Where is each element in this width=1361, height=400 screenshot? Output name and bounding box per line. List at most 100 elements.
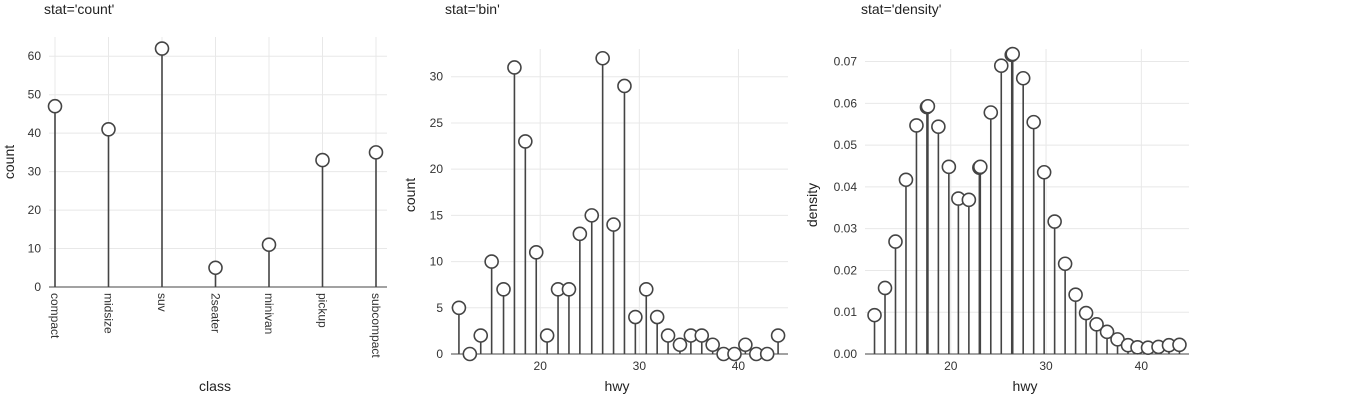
lollipop-marker	[877, 280, 893, 296]
lollipop-marker	[528, 245, 544, 260]
lollipop-marker	[451, 300, 467, 316]
x-tick-label: 2seater	[209, 293, 223, 333]
x-tick-label: compact	[48, 293, 62, 339]
gridlines	[865, 49, 1189, 355]
panel-title: stat='density'	[861, 1, 941, 17]
lollipop-marker	[315, 152, 330, 168]
lollipop-marker	[867, 307, 882, 323]
y-tick-label: 0.04	[834, 180, 858, 194]
y-tick-label: 40	[28, 126, 42, 140]
y-tick-label: 0	[34, 280, 41, 294]
lollipop-marker	[1026, 114, 1041, 130]
lollipop-marker	[738, 337, 753, 353]
y-tick-label: 10	[28, 242, 42, 256]
lollipop-marker	[518, 134, 533, 149]
x-tick-label: 20	[944, 359, 958, 373]
lollipop-marker	[208, 260, 223, 276]
panel-count: stat='count' class count 0 10 20 30 40 50 60 co…	[1, 1, 387, 394]
lollipop-marker	[931, 119, 946, 135]
lollipop-marker	[694, 328, 710, 343]
lollipop-marker	[496, 282, 511, 297]
x-axis-label: hwy	[1013, 378, 1038, 394]
lollipop-marker	[909, 118, 924, 133]
x-tick-label: 40	[732, 359, 746, 373]
lollipop-marker	[1068, 287, 1083, 302]
lollipop-marker	[660, 328, 676, 343]
lollipop-marker	[727, 346, 742, 362]
panel-bin: stat='bin' hwy count 0 5 10 15 20 25 30 20 30 40	[402, 1, 788, 394]
y-tick-label: 25	[430, 116, 444, 130]
x-tick-label: 30	[1039, 359, 1053, 373]
x-tick-label: 40	[1135, 359, 1149, 373]
lollipop-marker	[1036, 164, 1052, 180]
lollipop-marker	[462, 346, 478, 362]
lollipop-marker	[1089, 317, 1104, 332]
y-tick-label: 60	[28, 49, 42, 63]
lollipop-marker	[1099, 324, 1115, 340]
lollipop-marker	[759, 346, 775, 362]
y-tick-label: 0.05	[834, 138, 858, 152]
y-tick-label: 30	[28, 165, 42, 179]
lollipop-marker	[154, 41, 170, 56]
x-tick-label: 20	[534, 359, 548, 373]
lollipop-marker	[595, 50, 610, 66]
gridlines	[49, 37, 387, 288]
lollipop-marker	[888, 234, 903, 249]
lollipop-marker	[1047, 214, 1062, 229]
x-axis-label: hwy	[605, 378, 630, 394]
lollipop-marker	[1015, 70, 1031, 86]
lollipop-marker	[572, 226, 588, 242]
lollipop-marker	[649, 309, 665, 325]
y-tick-label: 0.07	[834, 55, 858, 69]
y-tick-label: 5	[436, 301, 443, 315]
lollipop-marker	[1078, 305, 1094, 321]
lollipop-marker	[672, 337, 688, 353]
panel-density: stat='density' hwy density 0.00 0.01 0.02 0…	[804, 1, 1189, 394]
lollipop-marker	[898, 172, 914, 188]
lollipop-marker	[993, 58, 1009, 74]
lollipop-marker	[584, 208, 600, 223]
panel-title: stat='bin'	[445, 1, 500, 17]
lollipop-marker	[1057, 256, 1073, 272]
gridlines	[451, 49, 788, 355]
lollipop-marker	[473, 328, 489, 343]
y-tick-label: 20	[28, 203, 42, 217]
y-tick-label: 15	[430, 208, 444, 222]
y-tick-label: 20	[430, 162, 444, 176]
y-tick-label: 0	[436, 347, 443, 361]
lollipop-marker	[1172, 337, 1187, 353]
lollipop-marker	[638, 282, 654, 297]
y-tick-label: 0.00	[834, 347, 858, 361]
y-tick-label: 50	[28, 88, 42, 102]
y-axis-label: count	[1, 145, 17, 179]
lollipop-marker	[539, 328, 555, 343]
lollipop-marker	[961, 192, 977, 208]
x-tick-label: pickup	[316, 293, 330, 328]
lollipop-marker	[47, 98, 63, 114]
y-tick-label: 0.06	[834, 96, 858, 110]
lollipop-marker	[617, 78, 632, 94]
lollipop-marker	[261, 237, 277, 252]
x-tick-label: minivan	[262, 293, 276, 334]
y-axis-label: count	[402, 178, 418, 212]
y-tick-label: 0.02	[834, 263, 858, 277]
lollipop-marker	[1005, 46, 1021, 62]
lollipop-marker	[920, 98, 936, 114]
x-tick-label: subcompact	[369, 293, 383, 358]
lollipop-marker	[101, 122, 116, 137]
lollipop-marker	[507, 60, 522, 75]
lollipop-marker	[983, 105, 999, 120]
x-axis-label: class	[199, 378, 231, 394]
lollipop-marker	[484, 254, 499, 269]
lollipop-marker	[628, 309, 643, 325]
y-tick-label: 10	[430, 255, 444, 269]
lollipop-marker	[368, 145, 384, 160]
lollipop-marker	[973, 159, 988, 175]
lollipop-marker	[770, 328, 786, 343]
x-tick-label: suv	[155, 293, 169, 312]
lollipop-marker	[941, 159, 957, 175]
y-tick-label: 0.03	[834, 222, 858, 236]
panel-title: stat='count'	[44, 1, 114, 17]
data-marks	[47, 41, 384, 287]
